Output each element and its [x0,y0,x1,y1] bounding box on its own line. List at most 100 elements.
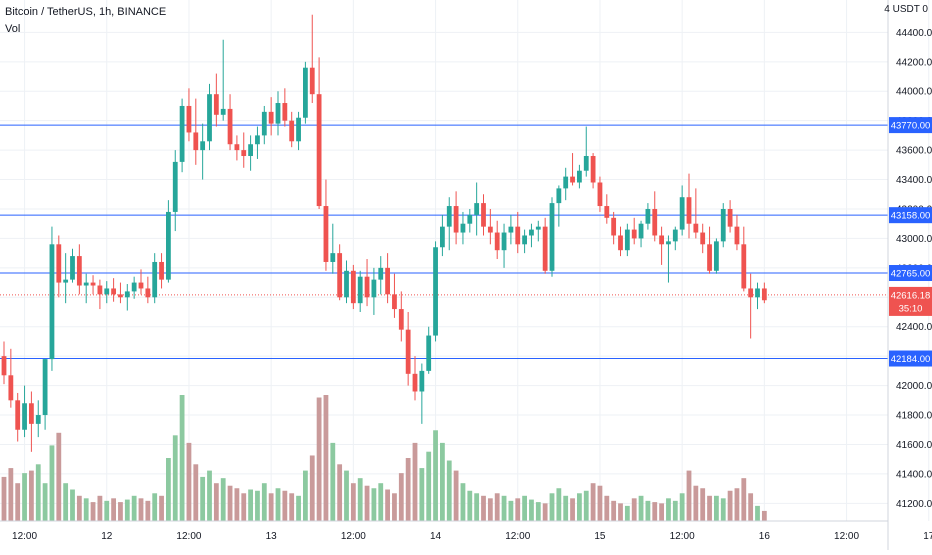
candle [522,229,527,254]
candle [604,194,610,224]
candle [741,226,747,292]
volume-bar [453,470,459,521]
candle [515,211,521,254]
level-label-text: 43158.00 [891,211,931,222]
candle-body [577,170,582,183]
candle [618,226,623,257]
candle [378,256,384,295]
candle-body [700,232,706,245]
time-axis-tick-label: 13 [266,531,278,542]
candle-body [131,282,137,292]
price-axis-tick-label: 43000.00 [896,234,932,245]
volume-bar [460,483,466,521]
candle [467,208,473,233]
candle-body [693,223,699,233]
volume-bar [378,483,384,521]
candle [611,211,617,245]
volume-bar [316,397,322,521]
level-labels: 43770.00 43158.00 42765.00 42184.00 42616.18… [889,117,932,367]
candle [166,200,171,283]
candle [597,176,603,212]
candle [303,61,308,124]
candle [364,259,370,307]
volume-bar [755,505,760,521]
candle-body [63,279,69,283]
candle [248,135,253,171]
volume-bar [323,395,329,521]
candle [659,226,664,265]
symbol-title[interactable]: Bitcoin / TetherUS, 1h, BINANCE [5,6,167,18]
candle [481,194,486,236]
volume-indicator-label[interactable]: Vol [5,23,21,35]
candle-body [563,176,569,189]
candle-body [111,288,116,295]
volume-bar [481,495,486,521]
candle [755,282,760,310]
candle-body [392,294,397,310]
candle [419,363,425,424]
volume-bar [426,451,432,521]
candle-body [207,94,212,142]
time-axis-tick-label: 12:00 [670,531,695,542]
candle-body [453,206,459,233]
volume-bar [700,488,706,521]
volume-bar [501,495,507,521]
volume-bar [296,495,301,521]
volume-bar [337,464,343,521]
candle [357,270,363,313]
candle-body [597,182,603,207]
currency-unit-label[interactable]: 4 USDT 0 [884,4,928,15]
candle [97,279,103,310]
candle [83,273,89,304]
candle [42,359,48,430]
volume-bar [467,490,473,521]
volume-bar [549,493,555,521]
candle-body [172,161,178,212]
volume-bar [131,495,137,521]
candle-body [83,282,89,286]
candle-body [166,211,171,280]
candle [220,39,226,121]
volume-bar [577,493,582,521]
volume-bar [104,500,110,521]
volume-bar [97,495,103,521]
candle-body [35,415,41,424]
price-axis-tick-label: 41200.00 [896,499,932,510]
candle-body [686,197,692,224]
candle [316,57,322,209]
candle [570,153,575,186]
candle [56,235,62,298]
candle-body [344,270,349,298]
time-axis-tick-label: 15 [594,531,606,542]
candle [255,126,260,159]
volume-bar [138,498,144,521]
candle-body [659,235,664,245]
price-axis-tick-label: 42400.00 [896,322,932,333]
bar-countdown-label: 35:10 [899,303,923,314]
volume-bar [631,498,637,521]
volume-bar [604,495,610,521]
candle [652,191,658,242]
candle [446,197,452,251]
candle [720,203,726,248]
candle-body [282,103,288,121]
volume-bar [350,483,356,521]
candle-body [494,232,500,251]
candle [761,282,767,304]
candle [344,260,349,304]
candle [172,150,178,232]
candle-body [76,256,82,286]
candle-body [378,267,384,280]
candle-body [426,335,432,371]
candle [624,223,630,257]
volume-bar [720,498,726,521]
volume-bar [419,468,425,521]
candle-body [97,285,103,295]
candle-body [268,111,274,124]
candle [666,235,671,283]
candle-body [118,294,123,298]
volume-bar [193,464,199,521]
volume-bar [275,488,281,521]
